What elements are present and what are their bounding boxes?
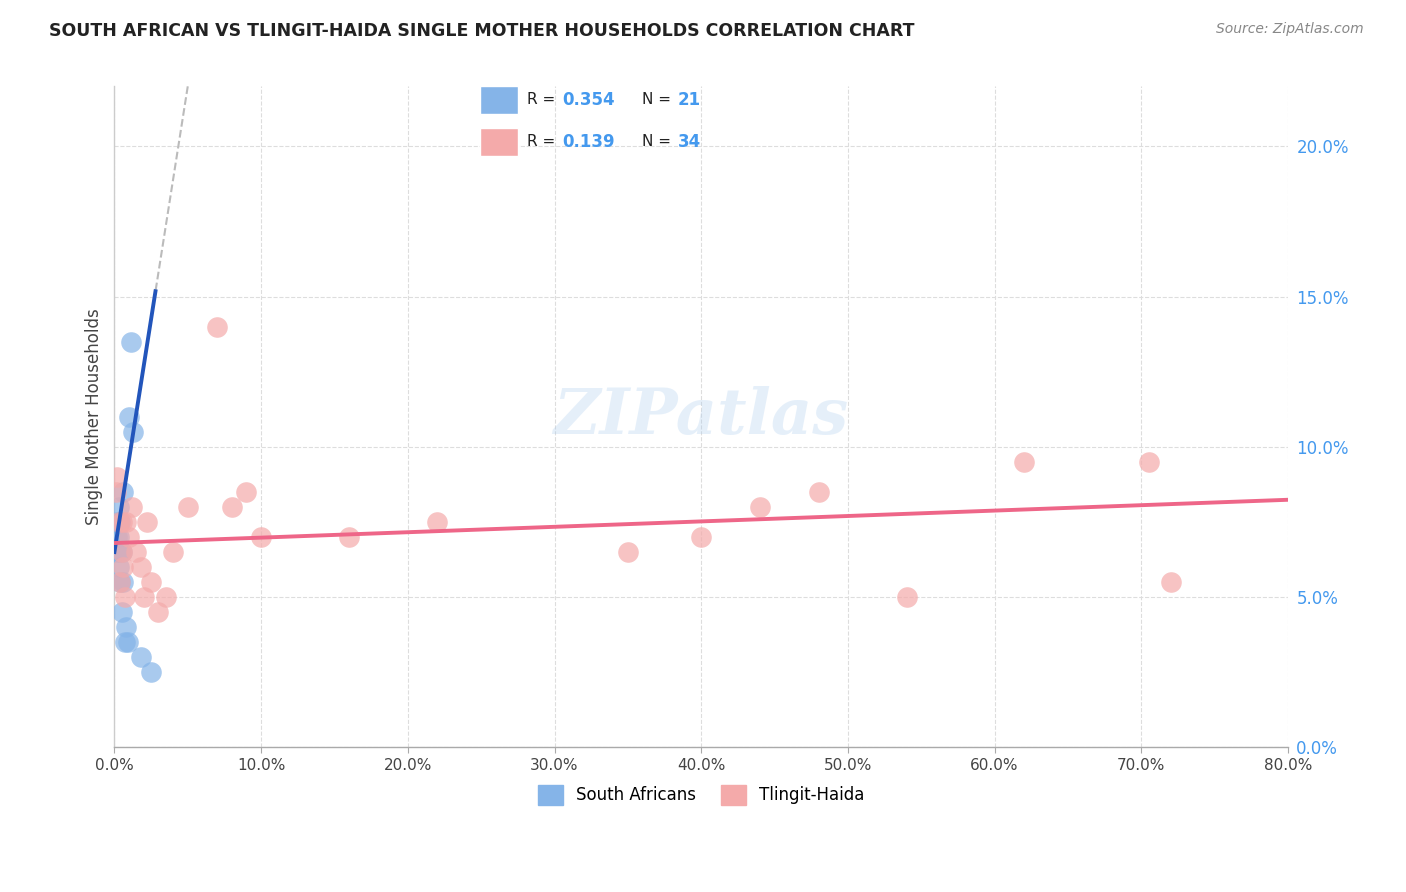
Point (110, 545, 132, 559)
Point (148, 605, 170, 619)
Point (807, 485, 830, 500)
Point (111, 545, 134, 559)
Text: SOUTH AFRICAN VS TLINGIT-HAIDA SINGLE MOTHER HOUSEHOLDS CORRELATION CHART: SOUTH AFRICAN VS TLINGIT-HAIDA SINGLE MO… (49, 22, 915, 40)
Point (129, 560, 152, 574)
Point (132, 590, 155, 604)
Point (1137, 455, 1160, 469)
Point (110, 575, 132, 590)
Point (221, 500, 243, 514)
Point (748, 500, 770, 514)
Text: R =: R = (527, 93, 560, 107)
Legend: South Africans, Tlingit-Haida: South Africans, Tlingit-Haida (531, 778, 872, 812)
Text: Source: ZipAtlas.com: Source: ZipAtlas.com (1216, 22, 1364, 37)
Text: 0.139: 0.139 (562, 133, 616, 151)
Point (108, 500, 131, 514)
Text: ZIPatlas: ZIPatlas (554, 386, 849, 448)
Point (617, 545, 640, 559)
Point (337, 530, 360, 544)
Point (112, 575, 135, 590)
Point (125, 545, 148, 559)
Point (111, 545, 134, 559)
Point (108, 530, 131, 544)
Point (235, 485, 257, 500)
Point (105, 515, 128, 529)
Point (162, 545, 184, 559)
Point (426, 515, 449, 529)
Point (105, 470, 128, 484)
Point (114, 635, 136, 649)
Point (105, 530, 128, 544)
Point (690, 530, 713, 544)
Point (121, 500, 143, 514)
Point (108, 560, 131, 574)
Point (115, 620, 138, 634)
Point (122, 425, 145, 439)
Point (177, 500, 200, 514)
Point (108, 515, 131, 529)
Point (1160, 575, 1182, 590)
Text: 0.354: 0.354 (562, 91, 616, 109)
Text: R =: R = (527, 135, 560, 149)
Point (115, 515, 138, 529)
Point (205, 319, 228, 334)
Point (118, 409, 141, 424)
Point (896, 590, 918, 604)
Bar (479, 128, 519, 156)
Point (104, 545, 127, 559)
Point (104, 485, 127, 500)
Point (129, 650, 152, 665)
Point (110, 515, 132, 529)
Point (135, 515, 157, 529)
Text: N =: N = (643, 135, 676, 149)
Point (111, 605, 134, 619)
Point (139, 665, 162, 680)
Text: 34: 34 (678, 133, 702, 151)
Text: N =: N = (643, 93, 676, 107)
Point (1012, 455, 1035, 469)
Point (117, 635, 139, 649)
Y-axis label: Single Mother Households: Single Mother Households (86, 309, 103, 525)
Point (110, 575, 132, 590)
Point (139, 575, 162, 590)
Point (112, 485, 135, 500)
Point (118, 530, 141, 544)
Point (120, 334, 142, 349)
Text: 21: 21 (678, 91, 700, 109)
Bar (479, 86, 519, 114)
Point (155, 590, 177, 604)
Point (111, 515, 134, 529)
Point (112, 560, 135, 574)
Point (114, 590, 136, 604)
Point (250, 530, 273, 544)
